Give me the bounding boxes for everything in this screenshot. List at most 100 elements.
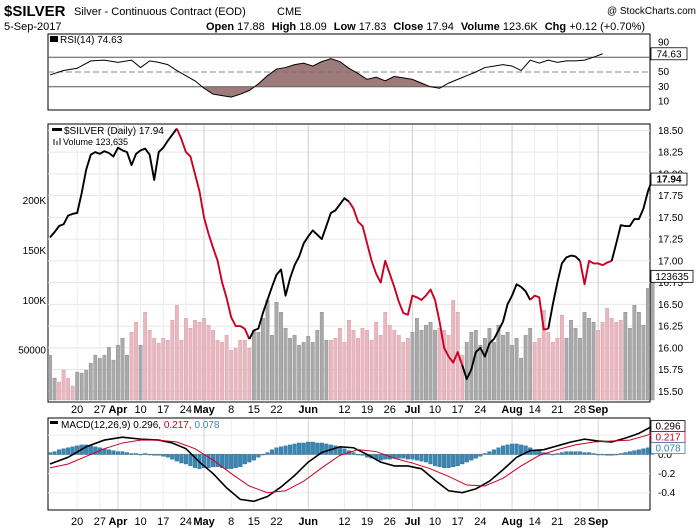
volume-bar bbox=[215, 339, 220, 401]
macd-hist-bar bbox=[306, 441, 311, 455]
macd-hist-bar bbox=[609, 454, 614, 456]
price-segment bbox=[461, 283, 532, 381]
volume-bar bbox=[550, 341, 555, 401]
volume-bar bbox=[202, 318, 206, 401]
volume-bar bbox=[437, 327, 442, 401]
rsi-tick-label: 30 bbox=[658, 82, 670, 93]
volume-bar bbox=[66, 377, 71, 401]
macd-hist-bar bbox=[138, 454, 143, 456]
volume-bar bbox=[627, 327, 632, 401]
macd-hist-bar bbox=[568, 451, 573, 455]
date-tick-label: 8 bbox=[228, 516, 234, 528]
volume-bar bbox=[419, 329, 424, 401]
volume-bar bbox=[174, 305, 179, 401]
date-tick-label: 24 bbox=[180, 516, 192, 528]
macd-hist-bar bbox=[179, 454, 184, 464]
macd-hist-bar bbox=[247, 454, 252, 463]
volume-bar bbox=[315, 329, 320, 401]
volume-bar bbox=[428, 322, 433, 401]
volume-bar bbox=[451, 300, 456, 401]
price-last-value: 17.94 bbox=[650, 172, 688, 186]
volume-bar bbox=[319, 312, 324, 401]
macd-hist-bar bbox=[292, 443, 297, 455]
volume-bar bbox=[152, 337, 157, 401]
macd-hist-bar bbox=[491, 449, 496, 455]
macd-hist-bar bbox=[251, 454, 256, 461]
volume-bar bbox=[591, 322, 596, 401]
quote-label: Volume bbox=[461, 21, 503, 33]
date-tick-label: 22 bbox=[270, 404, 282, 416]
date-tick-label: 20 bbox=[71, 516, 83, 528]
volume-bar bbox=[129, 331, 134, 401]
volume-bar bbox=[442, 329, 447, 401]
volume-bar bbox=[97, 357, 102, 401]
macd-hist-bar bbox=[188, 454, 193, 467]
volume-tick-label: 200K bbox=[23, 196, 47, 207]
macd-hist-bar bbox=[61, 448, 66, 455]
date-tick-label: Jul bbox=[404, 404, 420, 416]
macd-hist-bar bbox=[274, 447, 279, 455]
macd-panel bbox=[47, 417, 651, 511]
macd-hist-bar bbox=[88, 445, 93, 455]
macd-hist-bar bbox=[423, 454, 429, 463]
rsi-last-value: 74.63 bbox=[650, 47, 688, 60]
volume-bar bbox=[328, 339, 333, 401]
volume-bar bbox=[519, 357, 524, 401]
price-line bbox=[49, 128, 654, 381]
macd-hist-bar bbox=[587, 452, 592, 455]
chart-name: Silver - Continuous Contract (EOD) bbox=[74, 6, 246, 18]
macd-hist-bar bbox=[124, 452, 130, 455]
volume-bar bbox=[57, 381, 61, 401]
quote-value: 17.83 bbox=[359, 21, 387, 33]
volume-bar bbox=[559, 315, 564, 401]
macd-line bbox=[49, 425, 653, 503]
date-tick-label: 17 bbox=[157, 404, 169, 416]
volume-bar bbox=[478, 344, 483, 401]
price-tick-label: 17.00 bbox=[658, 256, 683, 267]
volume-bar bbox=[401, 341, 406, 401]
macd-tick-label: 0.0 bbox=[658, 450, 672, 461]
volume-bar bbox=[270, 334, 274, 401]
svg-text:17.94: 17.94 bbox=[656, 175, 681, 186]
date-tick-label: 8 bbox=[228, 404, 234, 416]
macd-hist-bar bbox=[360, 454, 365, 456]
date-tick-label: May bbox=[193, 404, 215, 416]
macd-hist-bar bbox=[605, 454, 610, 456]
macd-hist-bar bbox=[623, 452, 628, 455]
macd-hist-bar bbox=[265, 452, 270, 455]
date-tick-label: Jun bbox=[298, 404, 318, 416]
date-tick-label: 27 bbox=[94, 516, 106, 528]
volume-bar bbox=[609, 318, 614, 401]
price-segment bbox=[348, 201, 464, 366]
macd-hist-bar bbox=[482, 453, 487, 455]
volume-tick-label: 150K bbox=[23, 246, 47, 257]
volume-bar bbox=[564, 337, 569, 401]
volume-bar bbox=[233, 347, 238, 401]
price-axis: 18.5018.2518.0017.7517.5017.2517.0016.75… bbox=[658, 126, 683, 398]
macd-hist-bar bbox=[147, 454, 152, 456]
volume-bar bbox=[111, 359, 116, 401]
rsi-tick-label: 50 bbox=[658, 67, 670, 78]
date-tick-label: 17 bbox=[452, 516, 464, 528]
macd-hist-bar bbox=[355, 454, 361, 456]
volume-bar bbox=[351, 329, 356, 401]
volume-bar bbox=[528, 327, 533, 401]
volume-bar bbox=[487, 327, 492, 401]
price-tick-label: 18.50 bbox=[658, 126, 683, 137]
macd-hist-bar bbox=[550, 454, 555, 456]
volume-bar bbox=[61, 369, 66, 401]
date-tick-label: Jun bbox=[298, 516, 318, 528]
macd-hist-bar bbox=[473, 454, 478, 459]
date-tick-label: 22 bbox=[270, 516, 282, 528]
macd-hist-bar bbox=[111, 450, 116, 455]
volume-bar bbox=[220, 341, 225, 401]
macd-hist-bar bbox=[156, 454, 161, 456]
price-tick-label: 17.25 bbox=[658, 235, 683, 246]
macd-hist-bar bbox=[442, 454, 447, 468]
macd-last-box bbox=[650, 442, 686, 455]
volume-bar bbox=[274, 302, 279, 401]
macd-hist-bar bbox=[419, 454, 424, 462]
macd-hist-bar bbox=[115, 451, 121, 455]
